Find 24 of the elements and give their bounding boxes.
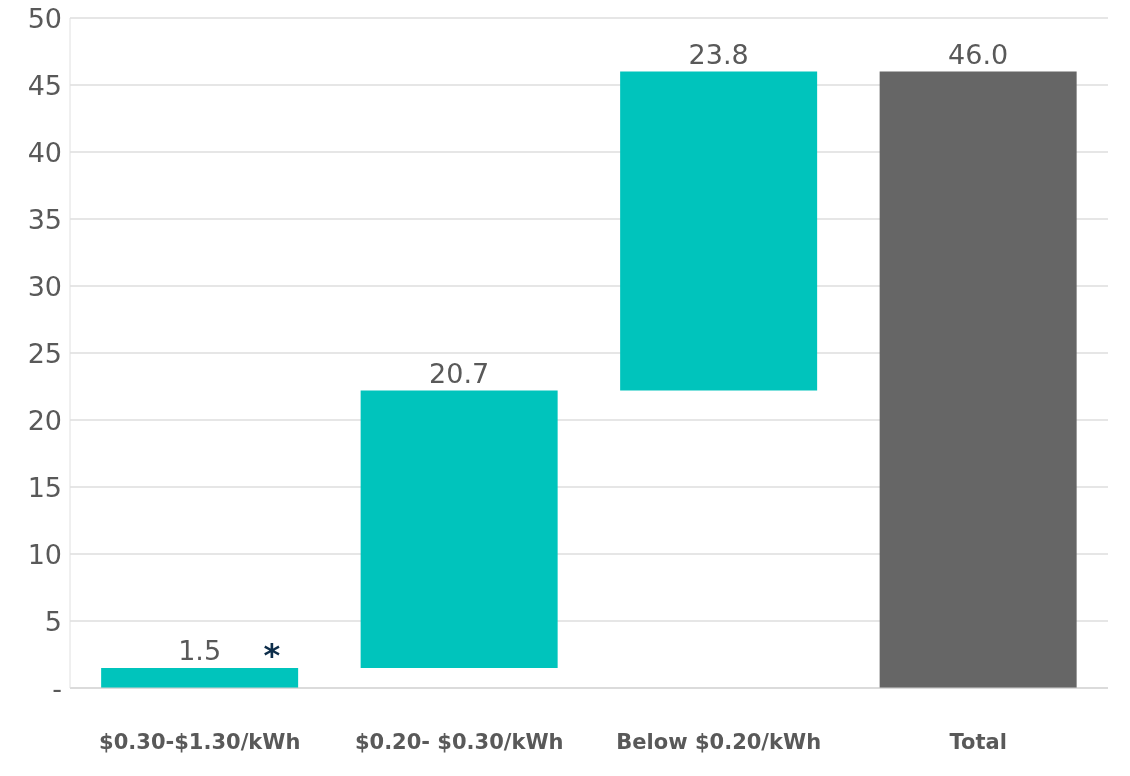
bar	[620, 71, 818, 391]
x-tick-label: $0.30-$1.30/kWh	[99, 729, 301, 754]
y-tick-label: 25	[27, 337, 62, 369]
y-tick-label: 30	[27, 270, 62, 302]
y-tick-label: 35	[27, 203, 62, 235]
data-label: 20.7	[429, 357, 490, 389]
x-tick-label: Below $0.20/kWh	[616, 729, 822, 754]
bar	[879, 71, 1077, 688]
y-tick-label: 10	[27, 538, 62, 570]
x-tick-label: $0.20- $0.30/kWh	[354, 729, 564, 754]
data-label: 46.0	[948, 38, 1009, 70]
data-label: 1.5	[178, 634, 222, 666]
y-tick-label: 50	[27, 2, 62, 34]
bar	[101, 667, 299, 688]
y-tick-label: 40	[27, 136, 62, 168]
x-tick-label: Total	[949, 729, 1007, 754]
bar	[360, 390, 558, 668]
y-tick-label: 5	[44, 605, 62, 637]
y-tick-label: 15	[27, 471, 62, 503]
y-tick-label: 45	[27, 69, 62, 101]
annotation: *	[263, 635, 281, 674]
y-tick-label: 20	[27, 404, 62, 436]
y-tick-label: -	[52, 672, 62, 704]
data-label: 23.8	[688, 38, 749, 70]
